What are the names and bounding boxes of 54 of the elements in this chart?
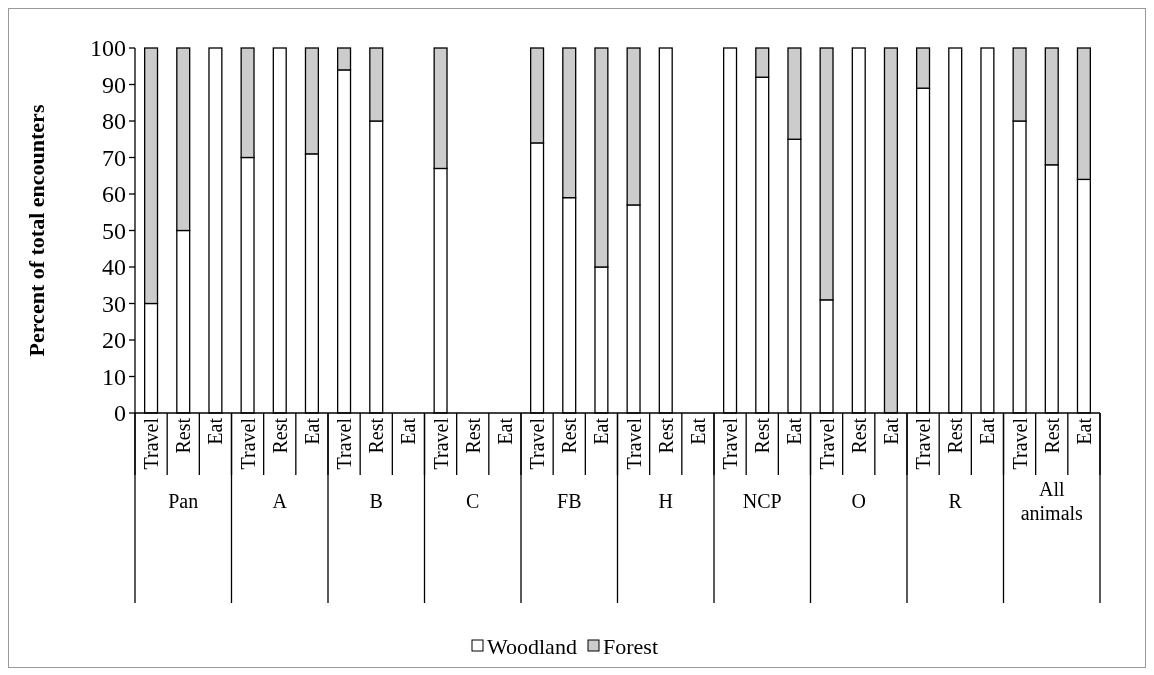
x-tick-label: Eat <box>590 417 613 445</box>
x-tick-label: Rest <box>268 417 291 454</box>
x-tick-label: Rest <box>461 417 484 454</box>
x-tick-label: Travel <box>429 417 452 470</box>
text: R <box>948 490 963 512</box>
y-tick-label: 40 <box>102 254 126 281</box>
x-tick-label: Rest <box>944 417 967 454</box>
y-tick-label: 60 <box>102 181 126 208</box>
x-tick-label: Travel <box>140 417 163 470</box>
y-tick-label: 80 <box>102 108 126 135</box>
legend-label: Forest <box>603 633 658 659</box>
x-tick-label: Travel <box>526 417 549 470</box>
x-tick-label: Rest <box>365 417 388 454</box>
x-tick-label: Rest <box>654 417 677 454</box>
x-tick-label: Eat <box>1072 417 1095 445</box>
text: NCP <box>742 490 782 512</box>
x-tick-label: Rest <box>751 417 774 454</box>
x-tick-label: Eat <box>783 417 806 445</box>
text: All animals <box>1020 478 1084 524</box>
text: O <box>851 490 866 512</box>
x-tick-label: Eat <box>879 417 902 445</box>
x-tick-label: Travel <box>719 417 742 470</box>
y-tick-label: 90 <box>102 71 126 98</box>
y-axis-title: Percent of total encounters <box>24 104 49 357</box>
x-tick-label: Eat <box>976 417 999 445</box>
text: B <box>369 490 383 512</box>
y-tick-label: 10 <box>102 363 126 390</box>
y-tick-label: 100 <box>90 35 126 62</box>
legend-label: Woodland <box>487 633 577 659</box>
x-tick-label: Eat <box>300 417 323 445</box>
x-tick-label: Eat <box>493 417 516 445</box>
x-tick-label: Rest <box>1040 417 1063 454</box>
y-tick-label: 30 <box>102 290 126 317</box>
x-tick-label: Travel <box>912 417 935 470</box>
y-tick-label: 20 <box>102 327 126 354</box>
y-tick-label: 70 <box>102 144 126 171</box>
y-tick-label: 0 <box>114 400 126 427</box>
x-tick-label: Rest <box>558 417 581 454</box>
text: C <box>466 490 480 512</box>
x-tick-label: Travel <box>815 417 838 470</box>
text: FB <box>557 490 582 512</box>
x-tick-label: Eat <box>686 417 709 445</box>
x-tick-label: Travel <box>622 417 645 470</box>
x-tick-label: Travel <box>333 417 356 470</box>
text: H <box>658 490 673 512</box>
x-tick-label: Travel <box>1008 417 1031 470</box>
text: A <box>272 490 288 512</box>
x-tick-label: Eat <box>397 417 420 445</box>
x-tick-label: Rest <box>847 417 870 454</box>
x-tick-label: Rest <box>172 417 195 454</box>
x-tick-label: Travel <box>236 417 259 470</box>
y-tick-label: 50 <box>102 217 126 244</box>
text: Pan <box>168 490 199 512</box>
x-tick-label: Eat <box>204 417 227 445</box>
